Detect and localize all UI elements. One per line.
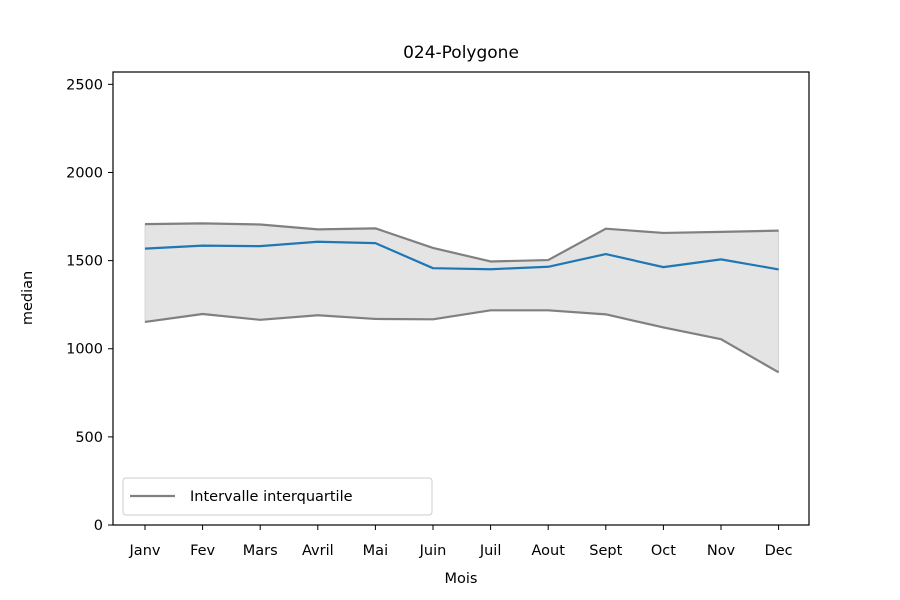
x-tick-label: Mars xyxy=(243,543,278,559)
series-line-q3 xyxy=(144,222,779,263)
y-axis-ticks: 0 500 1000 1500 2000 2500 xyxy=(66,77,113,534)
series-line-q1 xyxy=(144,309,780,374)
x-tick-label: Juil xyxy=(479,543,502,559)
x-axis-title: Mois xyxy=(445,571,478,587)
chart-title: 024-Polygone xyxy=(403,43,519,63)
series-layer xyxy=(144,222,780,374)
y-tick-label: 2000 xyxy=(66,165,103,181)
x-tick-label: Sept xyxy=(589,543,622,559)
y-tick-label: 1000 xyxy=(66,342,103,358)
x-tick-label: Aout xyxy=(531,543,565,559)
plot-frame xyxy=(112,71,810,526)
x-tick-label: Fev xyxy=(190,543,215,559)
y-tick-label: 0 xyxy=(94,518,103,534)
legend-label: Intervalle interquartile xyxy=(190,489,353,505)
x-tick-label: Janv xyxy=(129,543,161,559)
y-axis-title: median xyxy=(20,271,36,325)
x-tick-label: Avril xyxy=(302,543,334,559)
series-line-median xyxy=(144,240,779,271)
y-tick-label: 2500 xyxy=(66,77,103,93)
x-tick-label: Nov xyxy=(707,543,736,559)
x-tick-label: Dec xyxy=(765,543,793,559)
y-tick-label: 500 xyxy=(75,430,103,446)
legend: Intervalle interquartile xyxy=(122,477,433,516)
x-tick-label: Oct xyxy=(651,543,676,559)
x-tick-label: Mai xyxy=(363,543,388,559)
x-axis-ticks: Janv Fev Mars Avril Mai Juin Juil Aout Sept Oct No… xyxy=(129,525,793,559)
y-tick-label: 1500 xyxy=(66,254,103,270)
x-tick-label: Juin xyxy=(419,543,447,559)
legend-box xyxy=(122,477,433,516)
